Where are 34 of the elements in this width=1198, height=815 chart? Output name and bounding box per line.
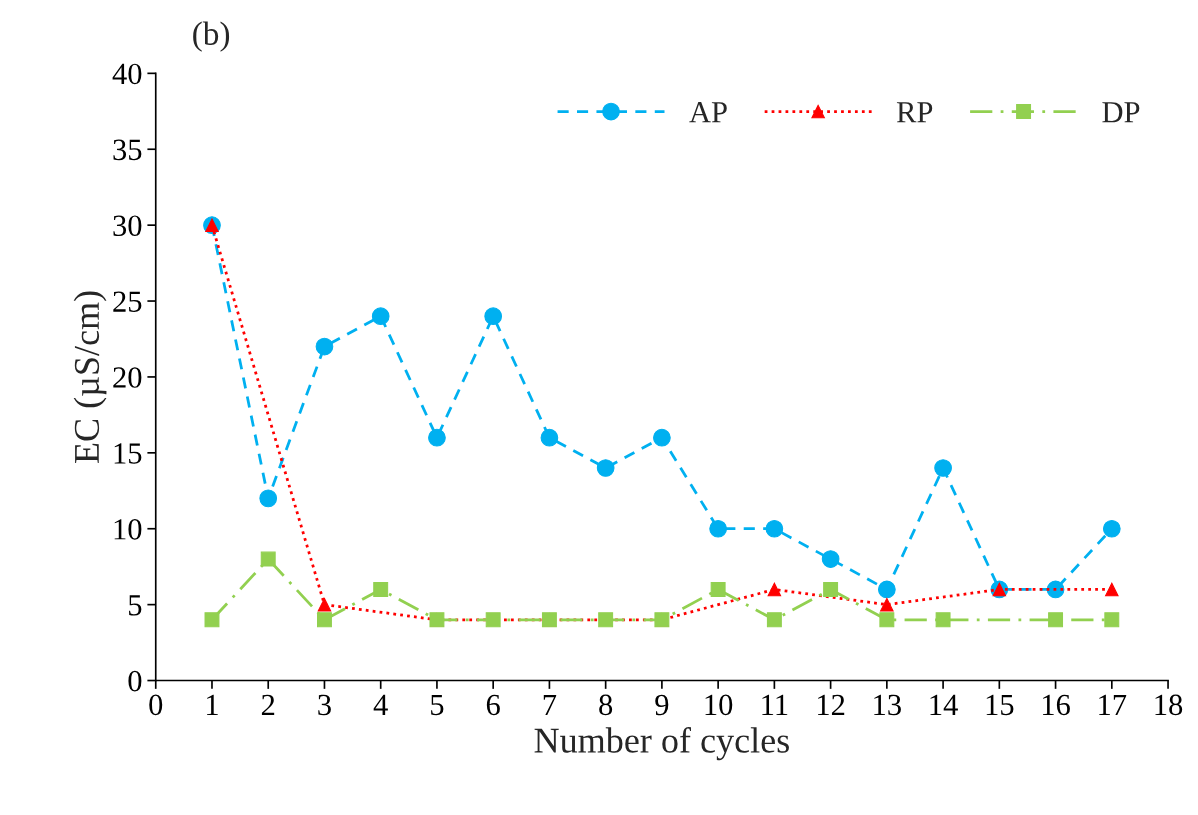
- y-tick-label: 25: [113, 291, 142, 312]
- y-tick-label: 30: [113, 215, 142, 237]
- x-tick-label: 0: [149, 694, 163, 716]
- x-tick-label: 2: [261, 694, 275, 715]
- x-tick-label: 14: [930, 694, 958, 715]
- x-tick-label: 6: [486, 694, 500, 716]
- y-tick-label: 0: [128, 670, 142, 692]
- x-tick-label: 17: [1099, 694, 1127, 715]
- x-tick-label: 11: [762, 694, 788, 715]
- x-tick-label: 3: [318, 694, 331, 716]
- x-axis-title: Number of cycles: [534, 726, 789, 761]
- x-tick-label: 7: [543, 694, 557, 715]
- x-tick-label: 18: [1155, 694, 1183, 716]
- x-tick-label: 9: [655, 694, 669, 716]
- legend-label: RP: [896, 102, 933, 123]
- x-tick-label: 12: [818, 694, 845, 715]
- x-tick-label: 1: [207, 694, 218, 715]
- x-tick-label: 8: [599, 694, 613, 716]
- x-tick-label: 13: [874, 694, 901, 716]
- legend-label: AP: [689, 102, 727, 123]
- x-tick-label: 4: [373, 694, 388, 715]
- x-tick-label: 5: [431, 694, 444, 716]
- y-tick-label: 20: [113, 367, 142, 388]
- y-tick-label: 15: [114, 443, 142, 464]
- chart-title: (b): [193, 21, 230, 52]
- y-axis-title: EC (µS/cm): [73, 291, 107, 464]
- y-tick-label: 40: [112, 63, 142, 85]
- legend-label: DP: [1102, 102, 1140, 123]
- y-tick-label: 5: [129, 595, 142, 616]
- x-tick-label: 16: [1042, 694, 1070, 716]
- y-tick-label: 10: [114, 519, 142, 540]
- x-tick-label: 10: [705, 694, 733, 716]
- x-tick-label: 15: [986, 694, 1014, 716]
- y-tick-label: 35: [113, 139, 142, 161]
